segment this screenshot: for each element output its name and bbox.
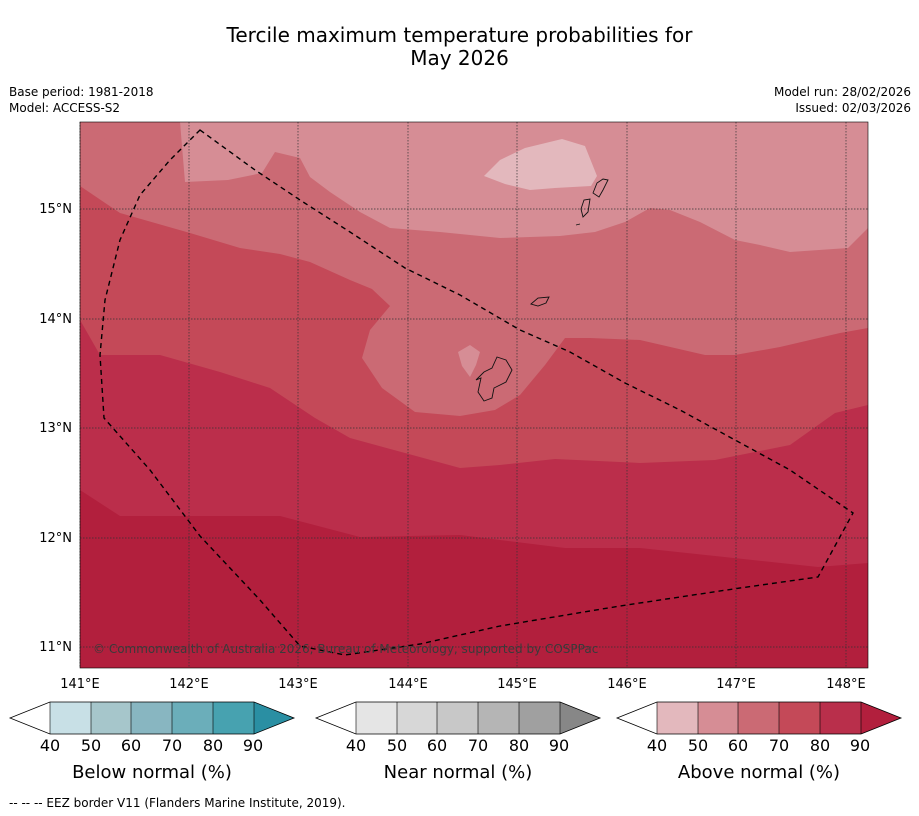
cb-tick: 50 [387,736,407,755]
cb-cell [861,702,901,734]
cb-cell [738,702,779,734]
rota-island [530,296,550,307]
cb-tick: 60 [427,736,447,755]
tinian-island [580,198,591,218]
cb-cell [10,702,50,734]
aguijan-island [575,223,581,226]
cb-cell [437,702,478,734]
lon-label: 143°E [278,677,318,692]
lat-label: 12°N [39,531,72,546]
lon-label: 145°E [497,677,537,692]
cb-tick: 40 [346,736,366,755]
map-title-line2: May 2026 [410,46,509,70]
cb-cell [356,702,397,734]
cb-tick: 80 [203,736,223,755]
eez-border [99,129,854,656]
lon-label: 141°E [60,677,100,692]
model-name: Model: ACCESS-S2 [9,101,121,115]
cb-cell [397,702,437,734]
cb-title: Above normal (%) [678,762,840,783]
colorbar-above-normal: 40 50 60 70 80 90 Above normal (%) [615,701,903,783]
cb-tick: 40 [647,736,667,755]
guam-island [475,356,513,402]
cb-cell [213,702,254,734]
region-40 [484,139,597,190]
colorbar-near-normal: 40 50 60 70 80 90 Near normal (%) [314,701,602,783]
cb-title: Below normal (%) [72,762,232,783]
lat-label: 11°N [39,640,72,655]
saipan-island [592,178,609,198]
cb-tick: 90 [243,736,263,755]
cb-cell [50,702,91,734]
cb-cell [478,702,519,734]
cb-cell [91,702,131,734]
cb-cell [779,702,820,734]
lon-label: 146°E [607,677,647,692]
cb-cell [316,702,356,734]
cb-tick: 40 [40,736,60,755]
cb-tick: 70 [162,736,182,755]
cb-tick: 70 [769,736,789,755]
cb-cell [820,702,861,734]
cb-tick: 50 [81,736,101,755]
lon-label: 148°E [826,677,866,692]
cb-tick: 80 [509,736,529,755]
region-60-patch [80,122,185,185]
cb-tick: 60 [121,736,141,755]
cb-tick: 50 [688,736,708,755]
cb-tick: 70 [468,736,488,755]
probability-fill [80,122,868,668]
cb-tick: 90 [549,736,569,755]
lat-label: 13°N [39,421,72,436]
cb-cell [698,702,738,734]
cb-cell [560,702,600,734]
longitude-labels: 141°E 142°E 143°E 144°E 145°E 146°E 147°… [60,677,866,692]
cb-cell [519,702,560,734]
cb-cell [172,702,213,734]
colorbar-below-normal: 40 50 60 70 80 90 Below normal (%) [8,701,296,783]
cb-tick: 90 [850,736,870,755]
region-50 [80,122,868,252]
eez-footnote: -- -- -- EEZ border V11 (Flanders Marine… [9,796,346,810]
map-title-line1: Tercile maximum temperature probabilitie… [226,23,693,47]
lon-label: 144°E [388,677,428,692]
lon-label: 142°E [169,677,209,692]
lat-label: 14°N [39,312,72,327]
islands [475,178,609,402]
cb-tick: 80 [810,736,830,755]
lon-label: 147°E [716,677,756,692]
cb-cell [657,702,698,734]
cb-cell [131,702,172,734]
issued-date: Issued: 02/03/2026 [795,101,911,115]
map-frame [79,121,869,669]
region-50-patch [458,345,480,377]
base-period: Base period: 1981-2018 [9,85,154,99]
cb-cell [617,702,657,734]
cb-title: Near normal (%) [384,762,533,783]
lat-label: 15°N [39,202,72,217]
latitude-labels: 15°N 14°N 13°N 12°N 11°N [39,202,72,655]
cb-tick: 60 [728,736,748,755]
model-run: Model run: 28/02/2026 [773,85,911,99]
cb-cell [254,702,294,734]
copyright-text: © Commonwealth of Australia 2026, Bureau… [93,642,598,656]
